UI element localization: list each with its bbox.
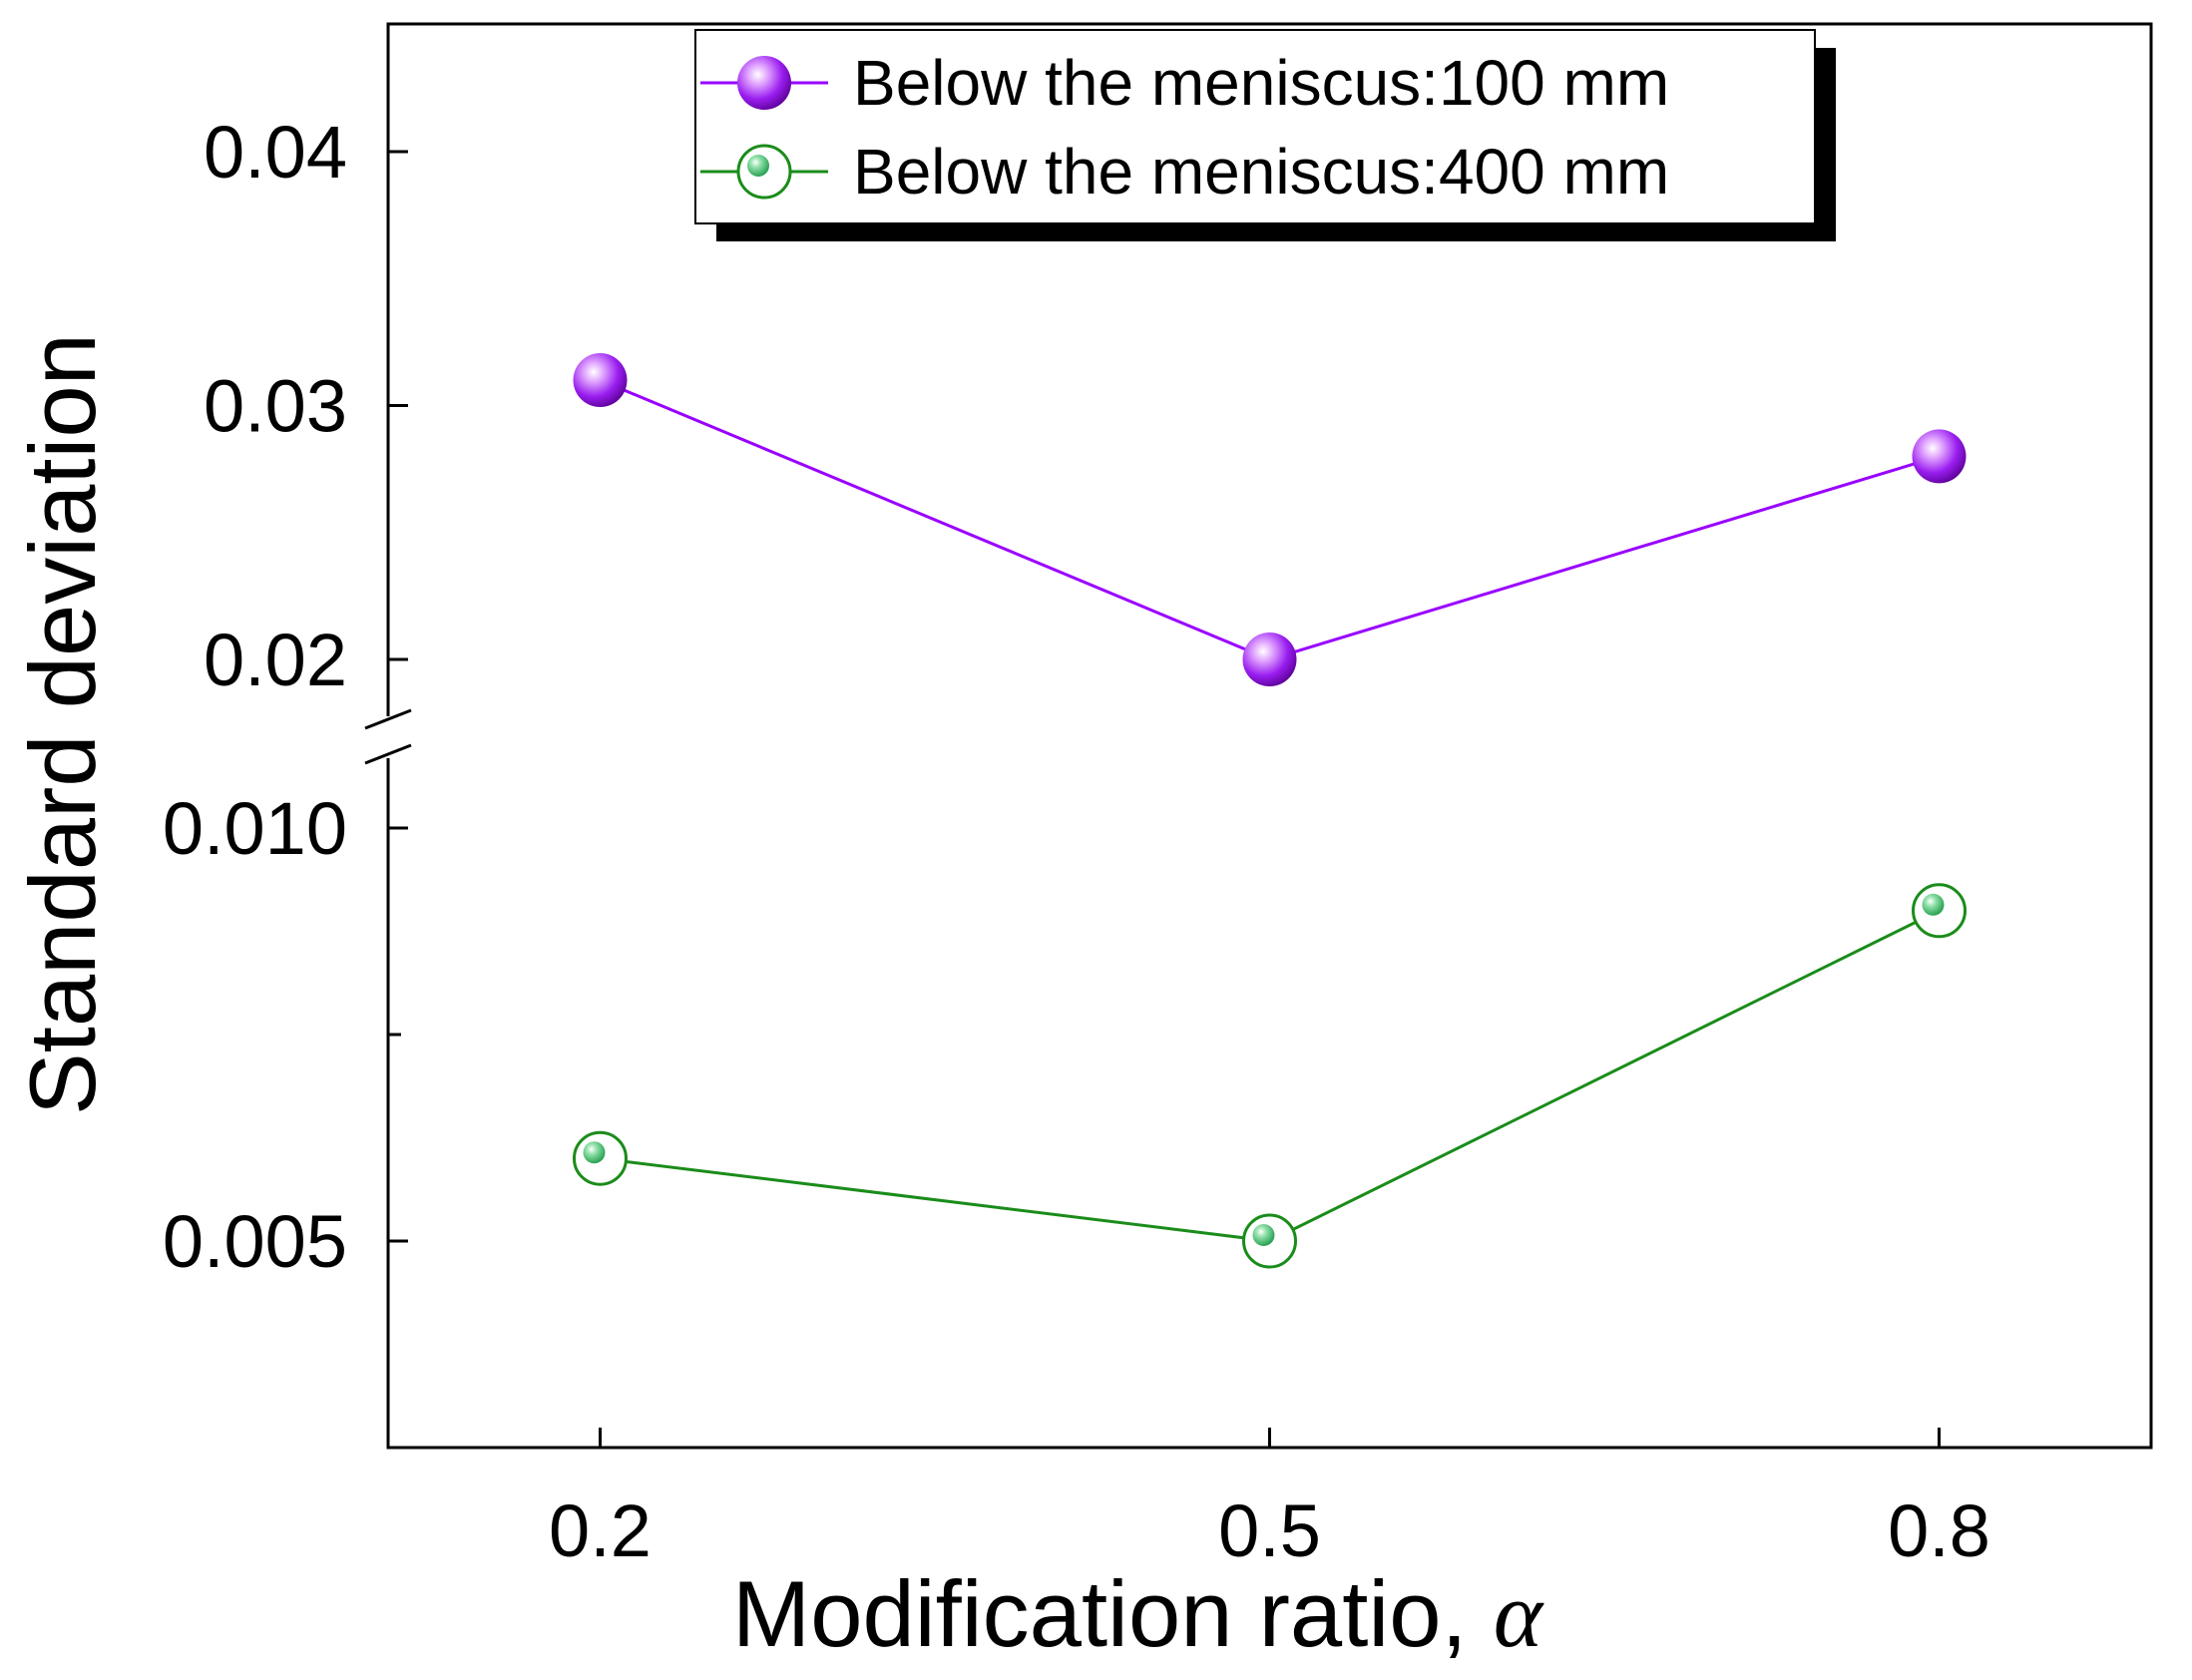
x-tick-label: 0.5 xyxy=(1218,1489,1321,1572)
legend-swatch-marker xyxy=(736,144,792,200)
y-tick-label: 0.010 xyxy=(163,787,347,870)
legend-label: Below the meniscus:400 mm xyxy=(853,136,1669,208)
x-axis-label: Modification ratio, α xyxy=(732,1561,1544,1667)
series-layer xyxy=(572,353,1968,1269)
series-line-2 xyxy=(600,909,1941,1243)
data-point-core xyxy=(1252,1224,1275,1246)
data-point xyxy=(572,1130,628,1186)
y-tick-label: 0.03 xyxy=(204,365,347,448)
axis-break-mark xyxy=(363,708,415,765)
legend-box xyxy=(694,29,1816,224)
series-line-1 xyxy=(599,378,1940,661)
legend: Below the meniscus:100 mm Below the menis… xyxy=(694,29,1836,241)
data-point xyxy=(1242,1213,1297,1269)
data-point xyxy=(1912,883,1968,939)
data-point-core xyxy=(747,155,769,177)
x-axis-ticks: 0.2 0.5 0.8 xyxy=(549,1428,1990,1572)
x-tick-label: 0.2 xyxy=(549,1489,652,1572)
data-point xyxy=(1912,429,1967,484)
data-point xyxy=(1242,632,1297,686)
data-point-core xyxy=(1922,893,1945,916)
y-axis-ticks: 0.02 0.03 0.04 0.005 0.010 xyxy=(163,111,408,1283)
y-tick-label: 0.04 xyxy=(204,111,347,194)
data-point-core xyxy=(583,1141,606,1164)
legend-swatch-marker xyxy=(737,56,791,110)
data-point xyxy=(573,353,628,408)
x-tick-label: 0.8 xyxy=(1888,1489,1990,1572)
y-axis-label: Standard deviation xyxy=(10,333,115,1115)
y-tick-label: 0.02 xyxy=(204,619,347,701)
legend-label: Below the meniscus:100 mm xyxy=(853,47,1669,119)
y-tick-label: 0.005 xyxy=(163,1200,347,1283)
